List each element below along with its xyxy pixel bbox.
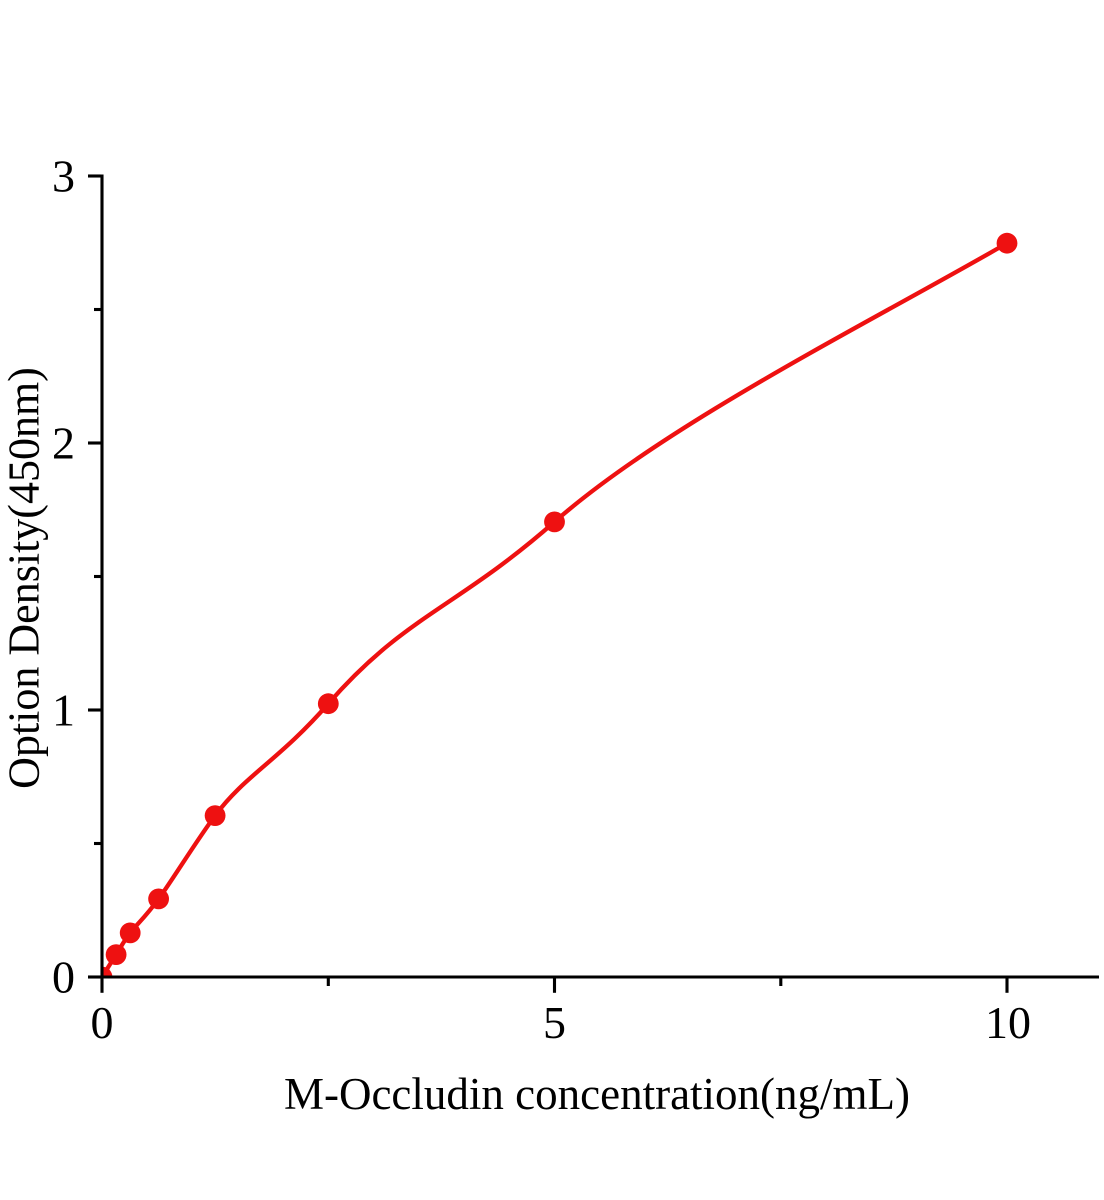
svg-text:1: 1 <box>52 684 75 735</box>
svg-text:3: 3 <box>52 150 75 201</box>
svg-text:2: 2 <box>52 417 75 468</box>
svg-text:Option Density(450nm): Option Density(450nm) <box>0 367 49 789</box>
svg-text:M-Occludin concentration(ng/mL: M-Occludin concentration(ng/mL) <box>284 1069 910 1119</box>
svg-text:10: 10 <box>985 997 1031 1048</box>
svg-text:0: 0 <box>52 951 75 1002</box>
svg-text:5: 5 <box>543 997 566 1048</box>
svg-text:0: 0 <box>91 997 114 1048</box>
